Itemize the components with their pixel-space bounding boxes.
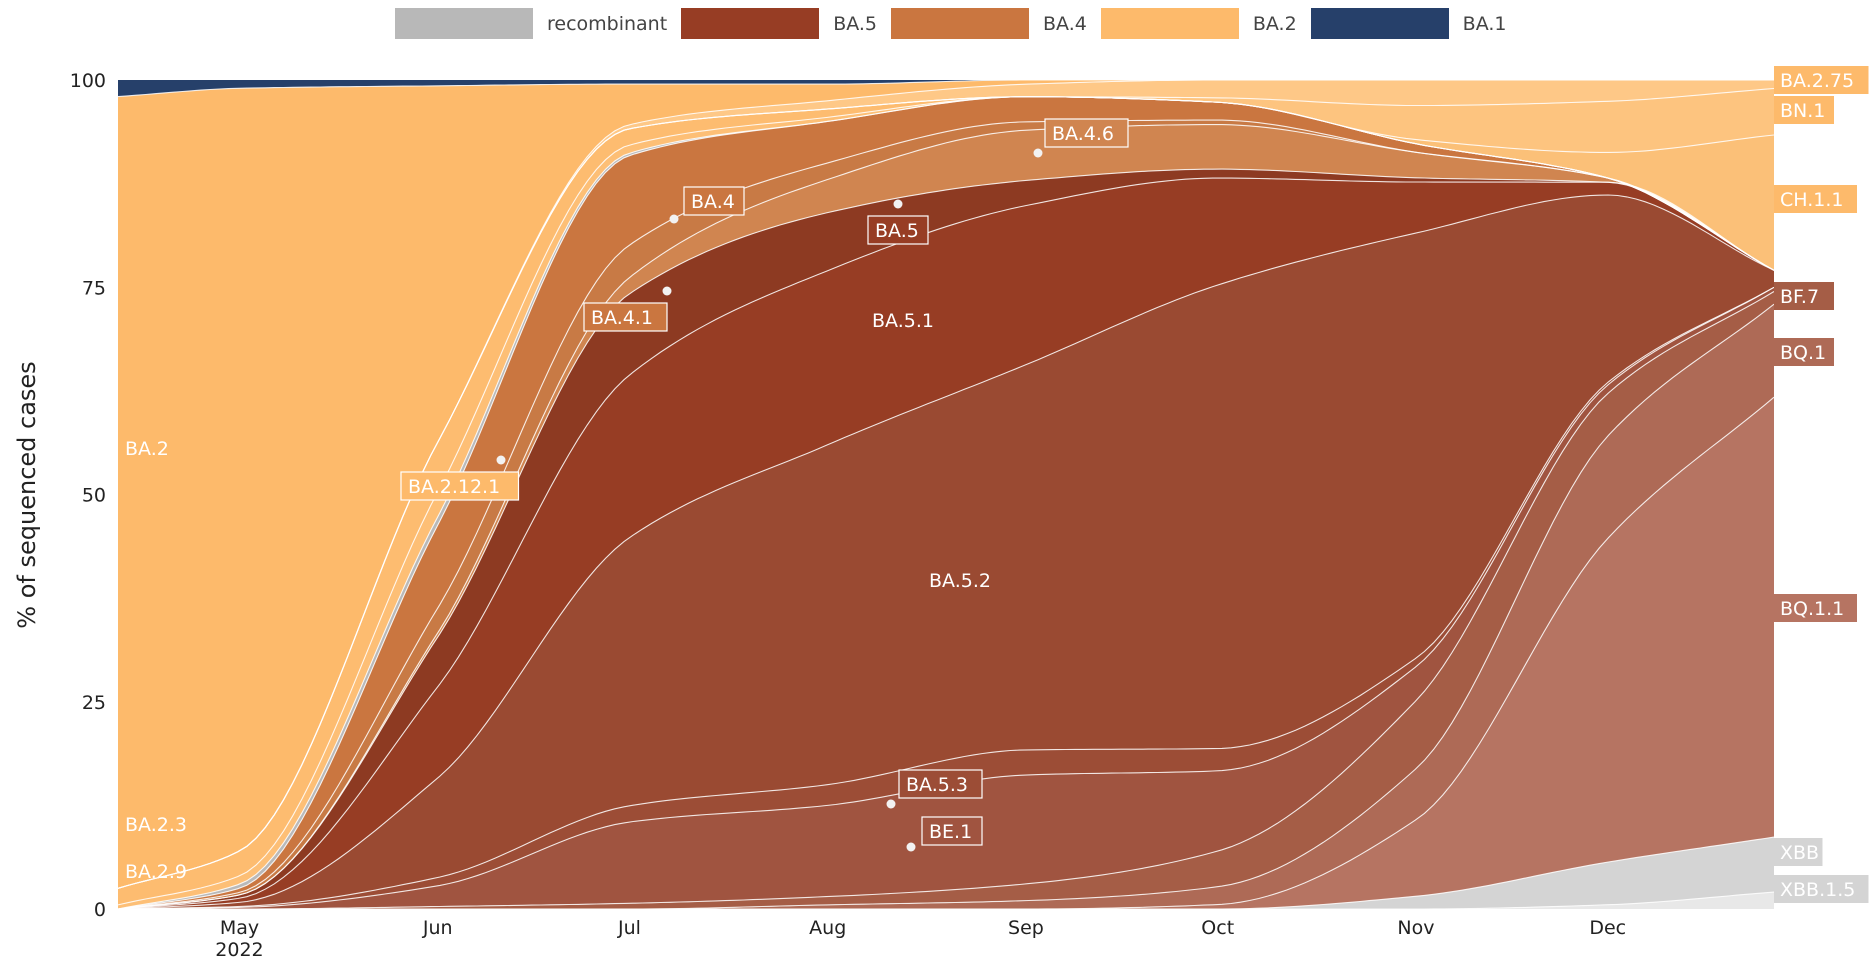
area-be-1[interactable] (118, 287, 1774, 909)
annotation-label: BA.2.9 (125, 861, 187, 883)
legend-label: BA.4 (1043, 12, 1087, 35)
boundary-line (117, 194, 1775, 910)
annotations-layer: BA.2 BA.2.3 BA.2.9 BA.2.12.1 BA.4 BA.4.1 BA.5 B… (125, 118, 1129, 883)
boundary-line (117, 79, 1774, 98)
area-xbb[interactable] (118, 837, 1774, 909)
area-ch-1-1[interactable] (118, 96, 1774, 889)
annotation-label: BA.5 (875, 220, 919, 242)
annotation-dot (906, 842, 916, 852)
right-label: BN.1 (1780, 100, 1825, 122)
y-tick-label: 25 (82, 692, 106, 714)
legend-swatch (681, 8, 820, 39)
annotation-dot (1033, 148, 1043, 158)
legend-item-ba2[interactable]: BA.2 (1100, 8, 1297, 39)
right-labels-layer: BA.2.75 BN.1 CH.1.1 BF.7 BQ.1 BQ.1.1 XBB XBB.1.… (1774, 66, 1869, 903)
right-label: XBB.1.5 (1780, 879, 1855, 901)
right-label: BA.2.75 (1780, 70, 1854, 92)
annotation-label: BA.2 (125, 438, 169, 460)
annotation-label: BA.2.12.1 (408, 476, 500, 498)
legend-item-ba5[interactable]: BA.5 (681, 8, 877, 39)
right-label: BQ.1 (1780, 342, 1826, 364)
legend-label: recombinant (547, 12, 668, 35)
x-tick-label: Jul (617, 917, 641, 939)
right-label: XBB (1780, 842, 1819, 864)
right-label-box (1774, 282, 1834, 310)
x-tick-label: Oct (1201, 917, 1234, 939)
annotation-label: BA.5.2 (929, 570, 991, 592)
x-tick-label: Nov (1397, 917, 1434, 939)
right-label-box (1774, 875, 1869, 903)
right-label-box (1774, 66, 1869, 94)
area-bq-1-1[interactable] (118, 397, 1774, 909)
legend-swatch (1310, 8, 1449, 39)
annotation-dot (496, 455, 506, 465)
x-tick-label: 2022 (215, 939, 263, 958)
area-ba-5-1[interactable] (118, 178, 1774, 910)
annotation-box (867, 215, 929, 245)
legend-label: BA.1 (1462, 12, 1507, 35)
annotation-dot (886, 799, 896, 809)
legend: recombinant BA.5 BA.4 BA.2 BA.1 (395, 8, 1521, 39)
area-ba-2[interactable] (118, 80, 1774, 889)
right-label: BF.7 (1780, 286, 1819, 308)
y-tick-label: 50 (82, 485, 106, 507)
right-label: BQ.1.1 (1780, 598, 1844, 620)
x-tick-label: Aug (809, 917, 846, 939)
x-tick-label: Dec (1589, 917, 1626, 939)
legend-swatch (891, 8, 1030, 39)
legend-item-ba4[interactable]: BA.4 (891, 8, 1087, 39)
legend-swatch (1100, 8, 1239, 39)
area-ba-5-2[interactable] (118, 195, 1774, 909)
right-label-box (1774, 96, 1834, 124)
annotation-dot (669, 214, 679, 224)
boundary-line (118, 303, 1775, 910)
annotation-box (898, 769, 983, 799)
right-label-box (1774, 594, 1857, 622)
boundary-line (117, 177, 1775, 910)
right-label-box (1774, 838, 1823, 866)
y-tick-label: 100 (70, 70, 106, 92)
boundary-line (117, 286, 1775, 910)
x-tick-label: Sep (1008, 917, 1044, 939)
annotation-box (583, 302, 668, 332)
x-tick-label: Jun (422, 917, 453, 939)
area-xbb-1-5[interactable] (118, 892, 1774, 909)
right-label-box (1774, 338, 1834, 366)
boundary-line (117, 119, 1775, 910)
area-ba-2-3[interactable] (118, 96, 1774, 905)
annotation-box (1044, 118, 1129, 148)
right-label: CH.1.1 (1780, 189, 1843, 211)
annotation-label: BA.4 (691, 191, 735, 213)
annotation-label: BE.1 (929, 821, 972, 843)
boundary-line (117, 168, 1775, 910)
legend-item-ba1[interactable]: BA.1 (1310, 8, 1507, 39)
annotation-dot (662, 286, 672, 296)
boundary-line (118, 291, 1775, 910)
y-tick-label: 0 (94, 899, 106, 921)
annotation-label: BA.5.1 (872, 310, 934, 332)
legend-item-recombinant[interactable]: recombinant (395, 8, 667, 39)
legend-label: BA.2 (1252, 12, 1297, 35)
annotation-label: BA.4.6 (1052, 123, 1114, 145)
annotation-label: BA.2.3 (125, 814, 187, 836)
boundary-lines-layer (117, 79, 1775, 910)
x-tick-label: May (220, 917, 259, 939)
annotation-box (400, 471, 520, 501)
annotation-dot (893, 199, 903, 209)
annotation-label: BA.4.1 (591, 307, 653, 329)
y-tick-label: 75 (82, 277, 106, 299)
right-label-box (1774, 185, 1857, 213)
annotation-box (683, 186, 745, 216)
annotation-label: BA.5.3 (906, 774, 968, 796)
legend-swatch (395, 8, 533, 39)
annotation-box (921, 816, 983, 846)
legend-label: BA.5 (833, 12, 878, 35)
